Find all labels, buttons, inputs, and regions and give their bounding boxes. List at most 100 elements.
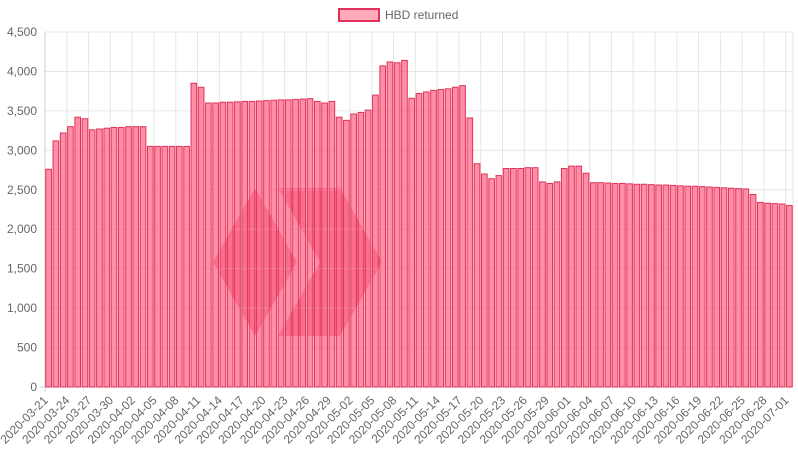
bar[interactable] [306, 98, 314, 388]
legend-label[interactable]: HBD returned [385, 8, 458, 22]
bar[interactable] [88, 129, 96, 388]
bar[interactable] [546, 182, 554, 388]
bar[interactable] [241, 100, 249, 388]
bar[interactable] [401, 59, 408, 388]
bar[interactable] [640, 183, 648, 388]
bar[interactable] [575, 165, 583, 388]
bar[interactable] [481, 173, 488, 388]
bar[interactable] [495, 175, 503, 388]
bar[interactable] [662, 184, 670, 388]
bar[interactable] [364, 109, 372, 388]
bar[interactable] [183, 145, 190, 388]
bar[interactable] [517, 167, 525, 388]
bar[interactable] [357, 111, 365, 388]
bar[interactable] [437, 89, 445, 388]
bar[interactable] [568, 165, 575, 388]
bar[interactable] [393, 62, 401, 388]
bar[interactable] [52, 140, 60, 388]
bar[interactable] [132, 126, 140, 388]
bar[interactable] [459, 85, 466, 388]
bar[interactable] [67, 126, 74, 388]
bar[interactable] [735, 188, 742, 388]
bar[interactable] [212, 102, 219, 388]
bar[interactable] [372, 94, 379, 388]
bar[interactable] [684, 185, 692, 388]
bar[interactable] [473, 163, 481, 388]
bar[interactable] [168, 145, 176, 388]
bar[interactable] [764, 202, 771, 388]
bar[interactable] [713, 186, 721, 388]
bar[interactable] [742, 188, 750, 388]
bar[interactable] [139, 126, 147, 388]
bar[interactable] [103, 127, 111, 388]
bar[interactable] [386, 61, 394, 388]
bar[interactable] [59, 132, 67, 388]
bar[interactable] [604, 182, 612, 388]
legend[interactable]: HBD returned [338, 8, 458, 22]
bar[interactable] [154, 145, 161, 388]
bar[interactable] [176, 145, 183, 388]
bar[interactable] [161, 145, 169, 388]
bar[interactable] [444, 88, 452, 388]
bar[interactable] [299, 98, 307, 388]
bar[interactable] [698, 186, 706, 388]
bar[interactable] [786, 205, 793, 388]
bar[interactable] [582, 172, 590, 388]
bar[interactable] [589, 182, 597, 388]
bar[interactable] [539, 181, 546, 388]
bar[interactable] [531, 167, 539, 388]
bar[interactable] [597, 182, 604, 388]
bar[interactable] [626, 183, 633, 388]
bar[interactable] [255, 100, 263, 388]
bar[interactable] [110, 126, 118, 388]
bar[interactable] [655, 184, 662, 388]
bar[interactable] [125, 126, 132, 388]
bar[interactable] [146, 145, 154, 388]
bar[interactable] [205, 102, 212, 388]
bar[interactable] [524, 167, 532, 388]
bar[interactable] [321, 102, 328, 388]
bar[interactable] [350, 113, 357, 388]
bar[interactable] [422, 91, 430, 388]
bar[interactable] [277, 99, 285, 388]
bar[interactable] [328, 100, 336, 388]
bar[interactable] [197, 86, 205, 388]
bar[interactable] [335, 116, 343, 388]
bar[interactable] [466, 117, 474, 388]
bar[interactable] [778, 203, 786, 388]
bar[interactable] [234, 101, 241, 388]
bar[interactable] [756, 201, 764, 388]
bar[interactable] [502, 167, 510, 388]
bar[interactable] [510, 167, 517, 388]
bar[interactable] [314, 100, 321, 388]
bar[interactable] [343, 119, 350, 388]
bar[interactable] [720, 187, 728, 388]
bar[interactable] [611, 182, 619, 388]
bar[interactable] [81, 118, 89, 388]
bar[interactable] [619, 182, 626, 388]
bar[interactable] [553, 181, 561, 388]
bar[interactable] [408, 97, 416, 388]
bar[interactable] [727, 187, 735, 388]
bar[interactable] [706, 186, 713, 388]
bar[interactable] [633, 183, 641, 388]
bar[interactable] [226, 101, 234, 388]
bar[interactable] [379, 65, 387, 388]
bar[interactable] [190, 82, 198, 388]
bar[interactable] [292, 98, 299, 388]
bar[interactable] [669, 184, 677, 388]
bar[interactable] [677, 185, 684, 388]
bar[interactable] [117, 126, 125, 388]
bar[interactable] [749, 194, 757, 388]
bar[interactable] [248, 100, 256, 388]
bar[interactable] [74, 116, 82, 388]
bar[interactable] [415, 93, 423, 388]
bar[interactable] [560, 167, 568, 388]
bar[interactable] [488, 178, 495, 388]
bar[interactable] [270, 99, 278, 388]
bar[interactable] [219, 101, 227, 388]
bar[interactable] [263, 100, 270, 388]
bar[interactable] [771, 203, 779, 388]
bar[interactable] [284, 99, 292, 388]
legend-swatch[interactable] [338, 8, 380, 22]
